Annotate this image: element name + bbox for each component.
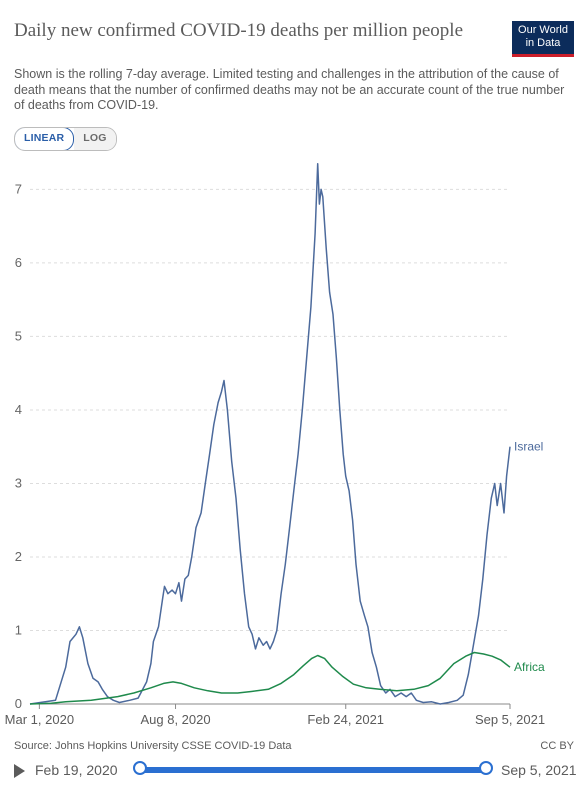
y-tick-label: 4 [15, 402, 22, 417]
timeline-end-label: Sep 5, 2021 [501, 762, 577, 778]
y-tick-label: 0 [15, 696, 22, 711]
chart-subtitle: Shown is the rolling 7-day average. Limi… [14, 67, 565, 112]
series-line-israel [29, 162, 511, 705]
y-tick-label: 3 [15, 475, 22, 490]
series-line-africa [29, 651, 511, 705]
license-link[interactable]: CC BY [540, 740, 574, 752]
x-tick-label: Sep 5, 2021 [475, 712, 545, 727]
grid-layer: 0 1 2 3 4 5 6 7 [15, 181, 510, 711]
x-tick-label: Mar 1, 2020 [5, 712, 74, 727]
owid-logo[interactable]: Our World in Data [512, 21, 574, 57]
timeline-range-fill [140, 767, 486, 773]
timeline-start-handle[interactable] [133, 761, 147, 775]
play-icon[interactable] [14, 764, 25, 778]
x-tick-label: Aug 8, 2020 [140, 712, 210, 727]
log-scale-button[interactable]: LOG [74, 128, 116, 150]
timeline: Feb 19, 2020 Sep 5, 2021 [0, 758, 587, 782]
y-tick-label: 7 [15, 181, 22, 196]
series-labels: Israel Africa [514, 440, 545, 675]
chart-title: Daily new confirmed COVID-19 deaths per … [14, 20, 464, 41]
x-axis: Mar 1, 2020 Aug 8, 2020 Feb 24, 2021 Sep 5,… [5, 703, 545, 727]
series-label-africa: Africa [514, 660, 545, 674]
timeline-track[interactable] [140, 767, 486, 773]
source-note: Source: Johns Hopkins University CSSE CO… [14, 740, 292, 752]
logo-line-2: in Data [525, 37, 561, 49]
series-label-israel: Israel [514, 440, 543, 454]
timeline-start-label: Feb 19, 2020 [35, 762, 118, 778]
y-tick-label: 5 [15, 328, 22, 343]
scale-toggle: LINEAR LOG [14, 127, 117, 151]
y-tick-label: 2 [15, 549, 22, 564]
timeline-end-handle[interactable] [479, 761, 493, 775]
linear-scale-button[interactable]: LINEAR [14, 128, 75, 150]
y-tick-label: 6 [15, 255, 22, 270]
series-layer [29, 162, 511, 705]
line-chart: 0 1 2 3 4 5 6 7 Mar 1, 2020 Aug 8, 2020 Feb 24, 2… [5, 162, 545, 727]
y-tick-label: 1 [15, 622, 22, 637]
logo-line-1: Our World [518, 24, 568, 36]
x-tick-label: Feb 24, 2021 [307, 712, 384, 727]
